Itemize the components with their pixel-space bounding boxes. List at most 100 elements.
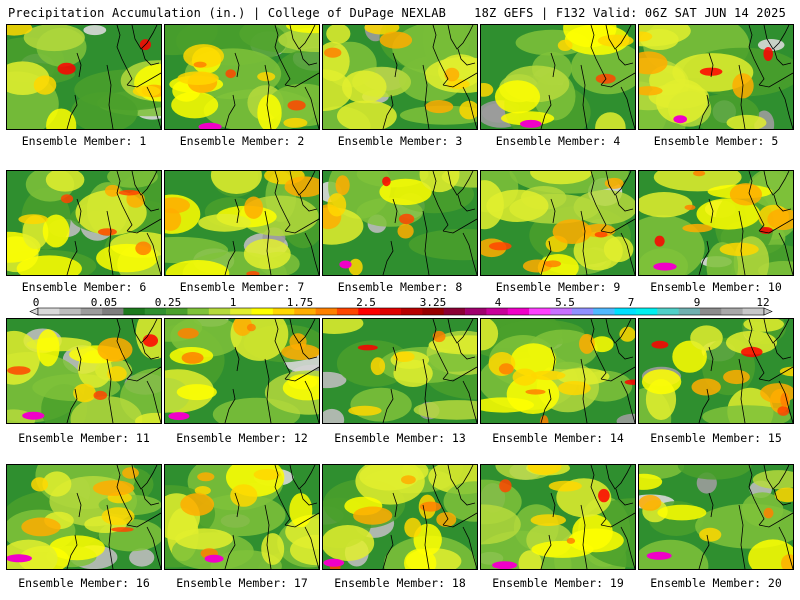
colorbar-bin <box>550 308 573 315</box>
ensemble-member-map-11 <box>6 318 162 424</box>
great-lakes-outline <box>698 319 793 423</box>
ensemble-member-label: Ensemble Member: 6 <box>21 280 147 294</box>
colorbar-bin <box>208 308 231 315</box>
colorbar-bin <box>251 308 274 315</box>
ensemble-member-map-13 <box>322 318 478 424</box>
precip-field <box>639 25 793 129</box>
ensemble-member-label: Ensemble Member: 5 <box>653 134 779 148</box>
colorbar-tick-label: 9 <box>694 296 701 309</box>
great-lakes-outline <box>540 319 635 423</box>
colorbar-bin <box>486 308 509 315</box>
ensemble-member-map-5 <box>638 24 794 130</box>
colorbar-bin <box>336 308 359 315</box>
colorbar-bin <box>571 308 594 315</box>
colorbar-bin <box>123 308 146 315</box>
colorbar-tick-label: 1.75 <box>287 296 314 309</box>
ensemble-member-map-16 <box>6 464 162 570</box>
precip-field <box>481 25 635 129</box>
ensemble-member-map-14 <box>480 318 636 424</box>
great-lakes-outline <box>66 171 161 275</box>
colorbar-bin <box>507 308 530 315</box>
precip-field <box>481 465 635 569</box>
ensemble-member-map-7 <box>164 170 320 276</box>
colorbar-bin <box>59 308 81 315</box>
ensemble-member-label: Ensemble Member: 15 <box>650 431 782 445</box>
colorbar-bin <box>721 308 743 315</box>
ensemble-member-map-12 <box>164 318 320 424</box>
precip-field <box>165 171 319 275</box>
great-lakes-outline <box>382 171 477 275</box>
model-run-info: 18Z GEFS | F132 Valid: 06Z SAT JUN 14 20… <box>474 6 786 20</box>
precip-field <box>165 465 319 569</box>
colorbar-bin <box>465 308 487 315</box>
precip-field <box>323 171 477 275</box>
ensemble-member-label: Ensemble Member: 1 <box>21 134 147 148</box>
colorbar-bin <box>635 308 658 315</box>
colorbar-min-arrow <box>29 307 39 316</box>
great-lakes-outline <box>66 465 161 569</box>
colorbar-tick-label: 1 <box>230 296 237 309</box>
precip-field <box>165 319 319 423</box>
great-lakes-outline <box>698 171 793 275</box>
ensemble-member-label: Ensemble Member: 8 <box>337 280 463 294</box>
colorbar-bin <box>102 308 124 315</box>
ensemble-member-label: Ensemble Member: 3 <box>337 134 463 148</box>
precip-field <box>481 319 635 423</box>
ensemble-member-label: Ensemble Member: 10 <box>650 280 782 294</box>
colorbar-bin <box>379 308 402 315</box>
great-lakes-outline <box>224 465 319 569</box>
great-lakes-outline <box>540 465 635 569</box>
precip-field <box>7 25 161 129</box>
colorbar-bin <box>657 308 679 315</box>
ensemble-member-label: Ensemble Member: 16 <box>18 576 150 590</box>
colorbar-bin <box>529 308 551 315</box>
ensemble-member-label: Ensemble Member: 7 <box>179 280 305 294</box>
ensemble-member-map-17 <box>164 464 320 570</box>
ensemble-member-map-19 <box>480 464 636 570</box>
ensemble-member-map-2 <box>164 24 320 130</box>
ensemble-member-map-18 <box>322 464 478 570</box>
colorbar-max-arrow <box>763 307 773 316</box>
ensemble-member-label: Ensemble Member: 12 <box>176 431 308 445</box>
great-lakes-outline <box>382 319 477 423</box>
precip-field <box>7 171 161 275</box>
ensemble-member-map-8 <box>322 170 478 276</box>
ensemble-member-label: Ensemble Member: 19 <box>492 576 624 590</box>
colorbar-bin <box>401 308 423 315</box>
colorbar-bin <box>144 308 167 315</box>
precip-field <box>639 319 793 423</box>
great-lakes-outline <box>540 25 635 129</box>
great-lakes-outline <box>382 25 477 129</box>
ensemble-member-label: Ensemble Member: 13 <box>334 431 466 445</box>
great-lakes-outline <box>224 319 319 423</box>
colorbar-bin <box>443 308 466 315</box>
ensemble-member-map-10 <box>638 170 794 276</box>
precip-field <box>639 465 793 569</box>
ensemble-member-label: Ensemble Member: 18 <box>334 576 466 590</box>
colorbar-tick-label: 0.05 <box>91 296 118 309</box>
colorbar-tick-label: 2.5 <box>356 296 376 309</box>
ensemble-member-map-15 <box>638 318 794 424</box>
colorbar-bin <box>742 308 765 315</box>
colorbar-bin <box>678 308 701 315</box>
ensemble-member-label: Ensemble Member: 4 <box>495 134 621 148</box>
colorbar-bin <box>294 308 316 315</box>
colorbar-bin <box>422 308 444 315</box>
precip-field <box>165 25 319 129</box>
colorbar-bin <box>80 308 103 315</box>
ensemble-member-label: Ensemble Member: 2 <box>179 134 305 148</box>
precip-field <box>323 319 477 423</box>
chart-title: Precipitation Accumulation (in.) | Colle… <box>8 6 447 20</box>
great-lakes-outline <box>698 25 793 129</box>
great-lakes-outline <box>66 25 161 129</box>
precip-field <box>323 25 477 129</box>
colorbar-bin <box>187 308 210 315</box>
great-lakes-outline <box>66 319 161 423</box>
colorbar-bin <box>699 308 722 315</box>
ensemble-member-label: Ensemble Member: 17 <box>176 576 308 590</box>
colorbar-bin <box>593 308 615 315</box>
great-lakes-outline <box>224 25 319 129</box>
precip-field <box>481 171 635 275</box>
great-lakes-outline <box>698 465 793 569</box>
colorbar-bin <box>315 308 338 315</box>
